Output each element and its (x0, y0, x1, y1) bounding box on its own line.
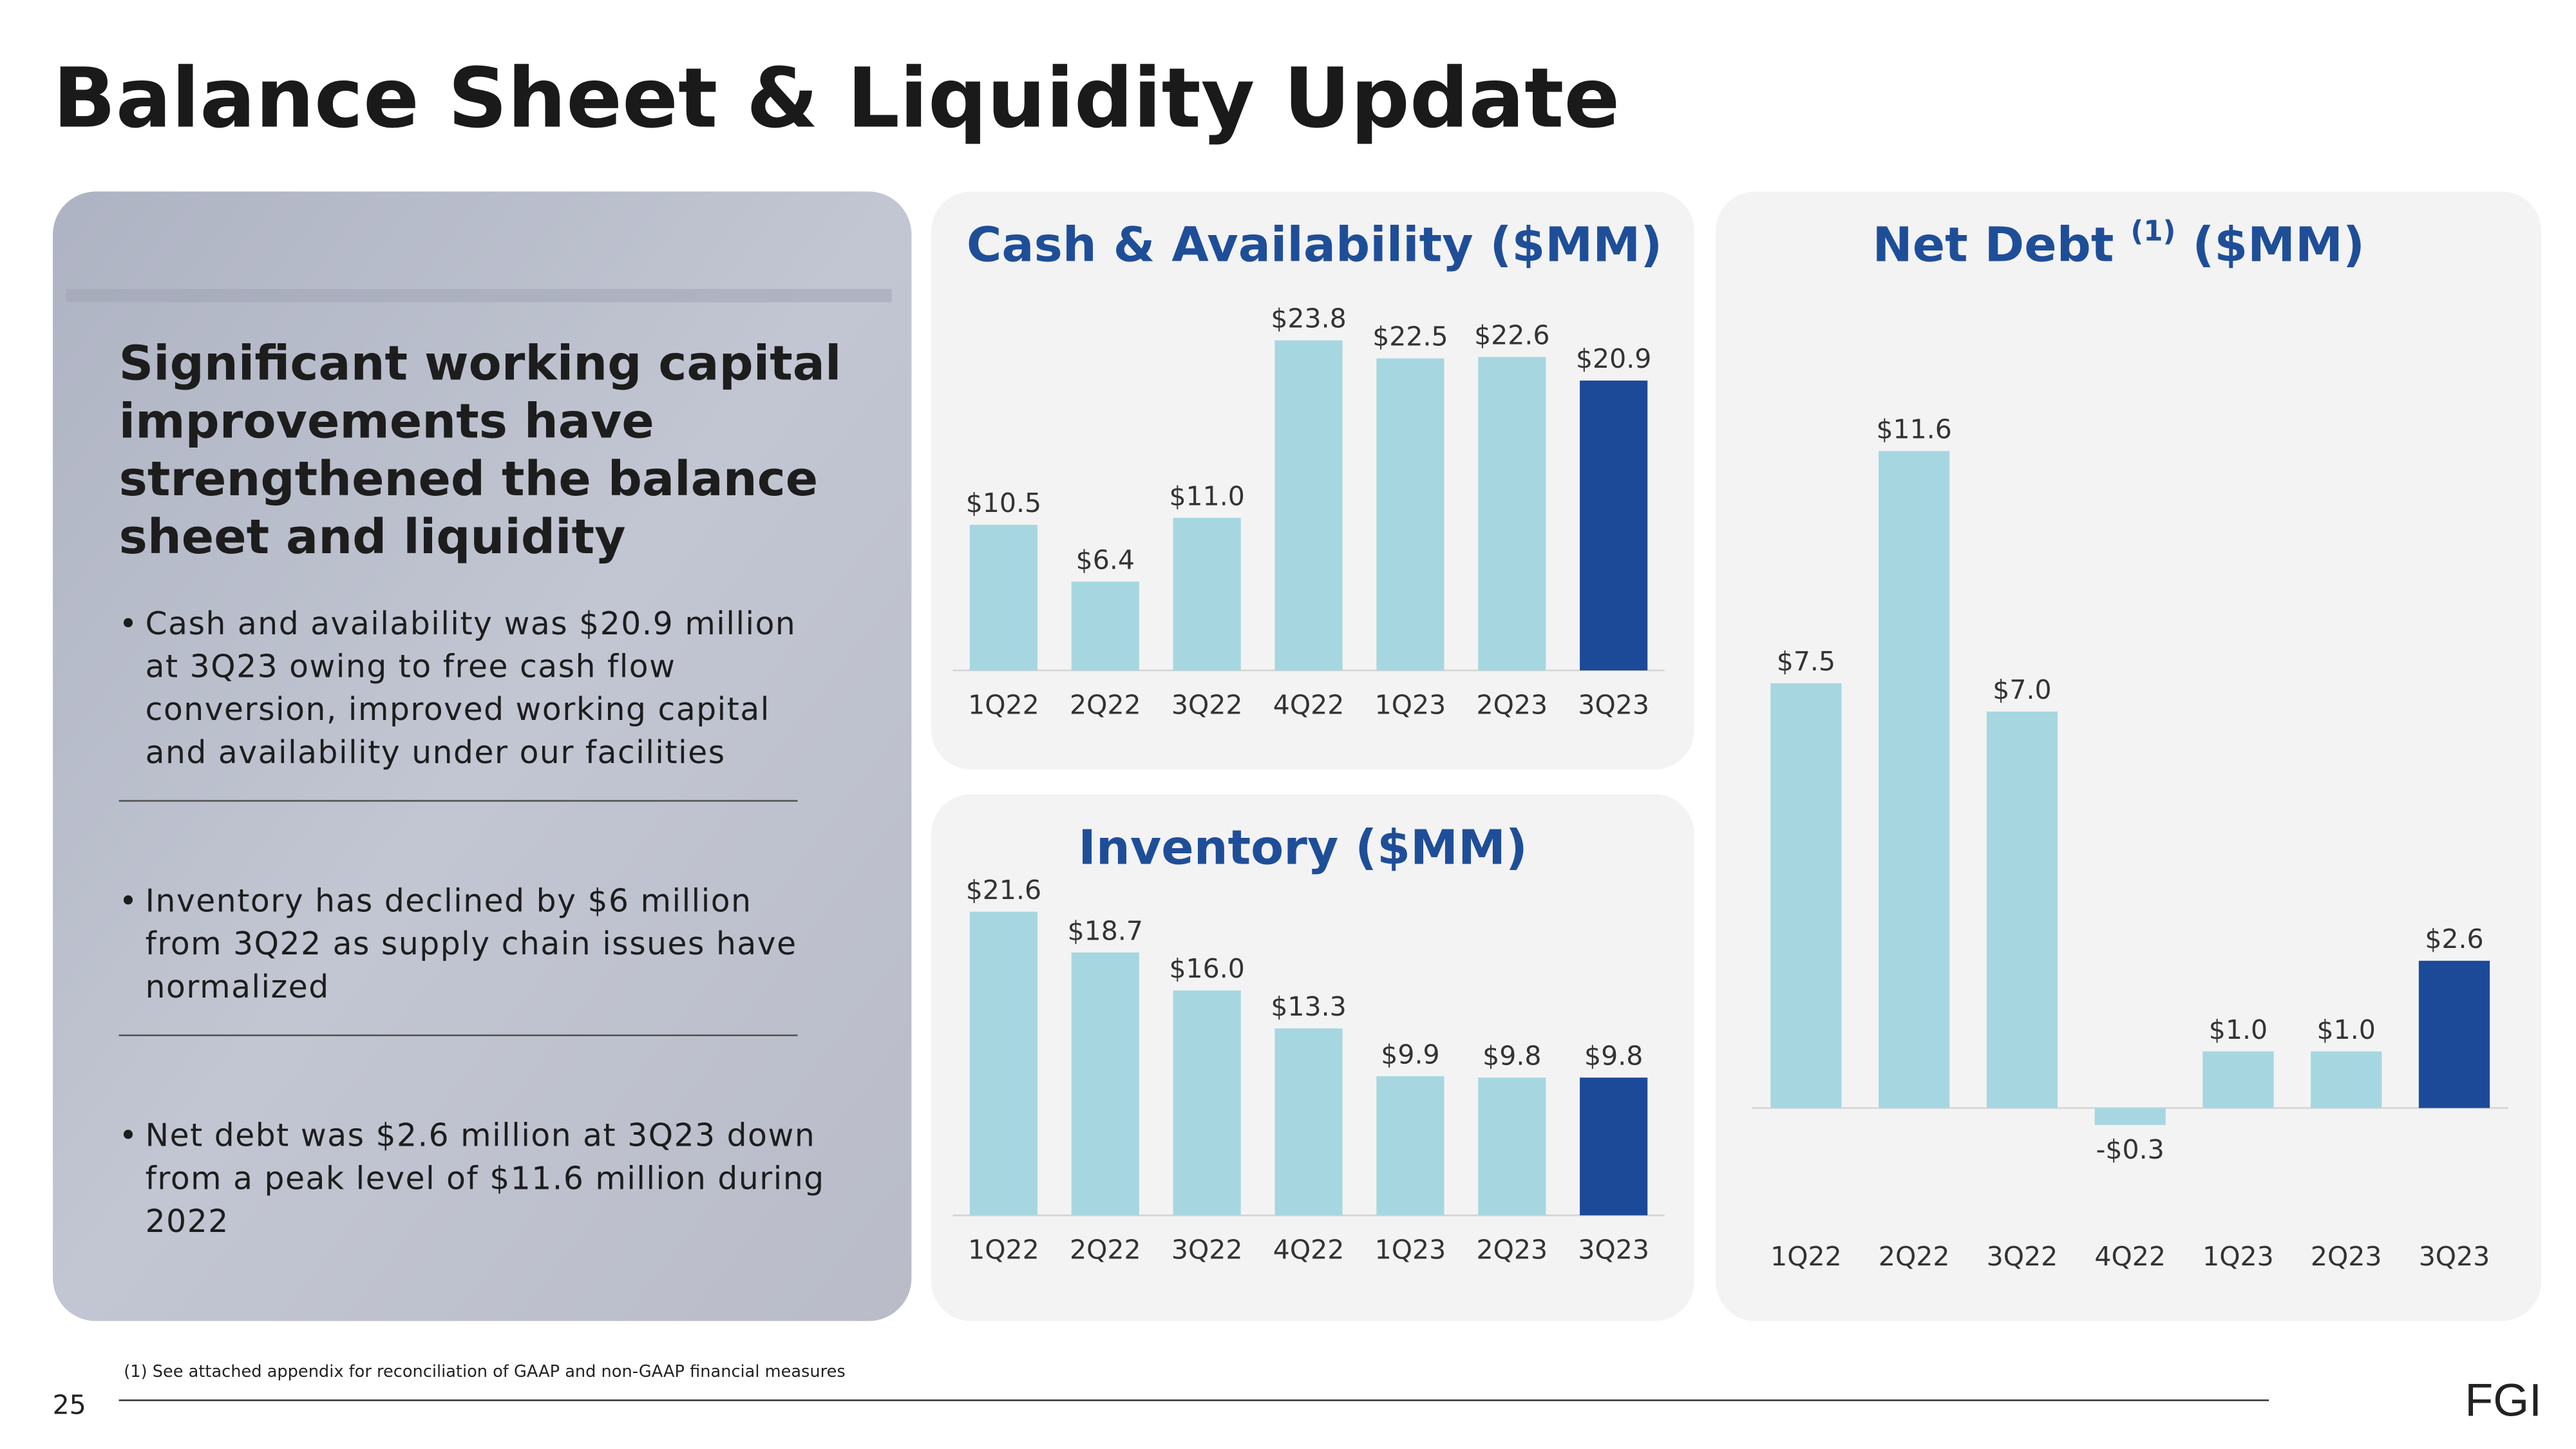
panel-heading: Significant working capital (119, 336, 842, 392)
bar (1770, 683, 1842, 1108)
chart-title: Net Debt (1) ($MM) (1872, 216, 2365, 273)
x-tick-label: 3Q23 (1578, 1235, 1649, 1265)
bar (1274, 340, 1343, 671)
bullet-text: Net debt was $2.6 million at 3Q23 down (146, 1118, 816, 1154)
bar (1173, 518, 1241, 671)
bar (1478, 357, 1546, 671)
slide-title: Balance Sheet & Liquidity Update (53, 51, 1620, 147)
footnote: (1) See attached appendix for reconcilia… (124, 1362, 845, 1381)
x-tick-label: 1Q22 (968, 1235, 1039, 1265)
x-tick-label: 3Q23 (2419, 1241, 2490, 1272)
bullet-text: and availability under our facilities (146, 735, 726, 771)
panel-heading: improvements have (119, 393, 654, 449)
x-tick-label: 2Q22 (1070, 1235, 1141, 1265)
value-label: $18.7 (1068, 915, 1143, 946)
bar (1580, 380, 1648, 671)
bar (1071, 582, 1139, 671)
bar (1173, 990, 1241, 1216)
text-panel (53, 191, 912, 1321)
value-label: $6.4 (1076, 544, 1135, 575)
x-tick-label: 2Q22 (1879, 1241, 1950, 1272)
bar (1580, 1077, 1648, 1216)
bullet-dot: • (119, 884, 138, 920)
value-label: $7.0 (1993, 674, 2051, 705)
x-tick-label: 3Q22 (1987, 1241, 2058, 1272)
value-label: $20.9 (1576, 343, 1651, 374)
bullet-text: normalized (146, 969, 330, 1005)
x-tick-label: 1Q23 (2202, 1241, 2274, 1272)
chart-title: Cash & Availability ($MM) (967, 216, 1662, 272)
x-tick-label: 3Q22 (1171, 1235, 1243, 1265)
x-tick-label: 4Q22 (2094, 1241, 2166, 1272)
chart-title-suffix: ($MM) (2175, 216, 2365, 272)
value-label: $7.5 (1777, 646, 1835, 677)
value-label: $2.6 (2425, 923, 2483, 954)
bullet-text: from a peak level of $11.6 million durin… (146, 1160, 825, 1197)
page-number: 25 (53, 1390, 86, 1421)
x-tick-label: 3Q23 (1578, 689, 1649, 720)
x-tick-label: 1Q22 (968, 689, 1039, 720)
chart-title-text: Net Debt (1872, 216, 2114, 272)
value-label: $9.8 (1482, 1041, 1541, 1072)
x-tick-label: 1Q23 (1375, 689, 1446, 720)
x-tick-label: 2Q23 (1477, 689, 1548, 720)
value-label: $22.5 (1372, 321, 1448, 352)
bar (1071, 952, 1139, 1216)
x-tick-label: 2Q23 (2311, 1241, 2382, 1272)
x-tick-label: 2Q23 (1477, 1235, 1548, 1265)
bullet-text: Inventory has declined by $6 million (146, 884, 752, 920)
value-label: $16.0 (1169, 953, 1244, 984)
value-label: $10.5 (966, 488, 1041, 518)
chart-title: Inventory ($MM) (1078, 819, 1528, 875)
value-label: $1.0 (2317, 1014, 2376, 1045)
bar (1478, 1077, 1546, 1216)
x-tick-label: 1Q23 (1375, 1235, 1446, 1265)
bar (2418, 960, 2490, 1108)
x-tick-label: 2Q22 (1070, 689, 1141, 720)
bar (969, 911, 1037, 1216)
value-label: $9.8 (1584, 1041, 1643, 1072)
bar (2094, 1108, 2166, 1125)
chart-title-note: (1) (2130, 216, 2175, 248)
bar (1376, 1076, 1444, 1216)
x-tick-label: 1Q22 (1770, 1241, 1842, 1272)
panel-heading: sheet and liquidity (119, 509, 626, 565)
bullet-dot: • (119, 1118, 138, 1154)
bar (2202, 1051, 2274, 1108)
bullet-text: Cash and availability was $20.9 million (146, 606, 797, 642)
value-label: $11.6 (1876, 414, 1951, 445)
decor-rail (66, 289, 892, 303)
x-tick-label: 3Q22 (1171, 689, 1243, 720)
bullet-text: 2022 (146, 1204, 229, 1240)
bar (1986, 711, 2058, 1108)
bullet-text: from 3Q22 as supply chain issues have (146, 926, 797, 962)
chart-title-text: Inventory ($MM) (1078, 819, 1528, 875)
bullet-text: conversion, improved working capital (146, 692, 770, 728)
x-tick-label: 4Q22 (1273, 1235, 1345, 1265)
bar (1376, 358, 1444, 671)
value-label: $1.0 (2209, 1014, 2268, 1045)
panel-text: Significant working capitalimprovements … (118, 336, 842, 1240)
bar (1274, 1028, 1343, 1216)
bar (1879, 451, 1950, 1108)
bar (2311, 1051, 2382, 1108)
panel-heading: strengthened the balance (119, 451, 819, 507)
value-label: $21.6 (966, 875, 1041, 905)
value-label: $23.8 (1271, 303, 1346, 334)
value-label: -$0.3 (2096, 1134, 2164, 1165)
value-label: $13.3 (1271, 991, 1346, 1022)
bullet-text: at 3Q23 owing to free cash flow (146, 649, 676, 685)
x-tick-label: 4Q22 (1273, 689, 1345, 720)
chart-title-text: Cash & Availability ($MM) (967, 216, 1662, 272)
value-label: $11.0 (1169, 480, 1244, 511)
bar (969, 524, 1037, 671)
value-label: $9.9 (1381, 1039, 1439, 1070)
value-label: $22.6 (1474, 320, 1549, 351)
bullet-dot: • (119, 606, 138, 642)
logo: FGI (2465, 1374, 2542, 1426)
